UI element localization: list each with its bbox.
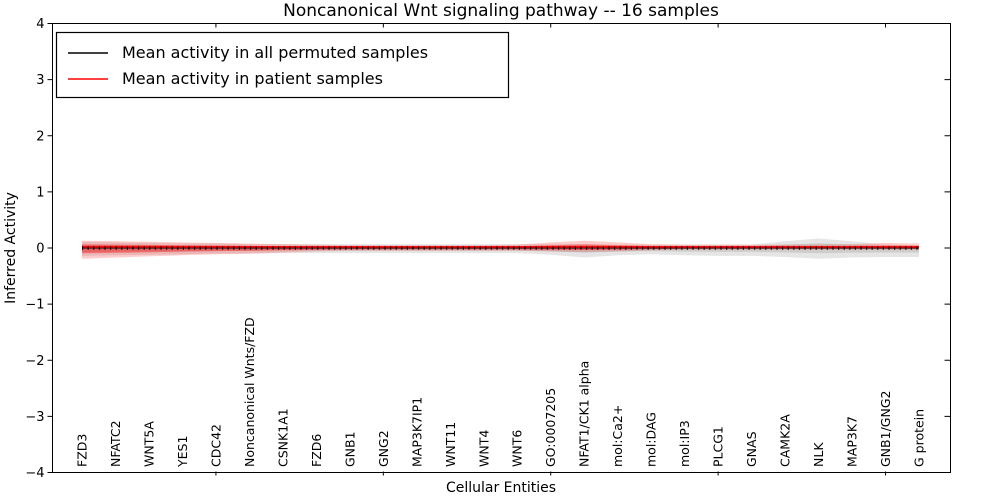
axis-tick-labels: 4 3 2 1 0 −1 −2 −3 −4 FZD3 NFATC2 WNT5A YES1 CDC42 Non… <box>25 17 926 481</box>
x-tick-label: NLK <box>811 442 826 467</box>
y-tick-label: −4 <box>25 466 44 481</box>
x-tick-label: WNT5A <box>141 421 156 467</box>
x-tick-label: NFAT1/CK1 alpha <box>577 361 592 467</box>
patient-band-outer <box>82 240 919 259</box>
legend: Mean activity in all permuted samples Me… <box>55 31 510 99</box>
y-tick-label: −3 <box>25 410 44 425</box>
x-tick-label: WNT4 <box>476 430 491 467</box>
x-tick-label: FZD3 <box>75 434 90 467</box>
x-tick-label: mol:Ca2+ <box>610 405 625 467</box>
x-tick-label: mol:DAG <box>644 412 659 467</box>
chart-title: Noncanonical Wnt signaling pathway -- 16… <box>283 1 719 21</box>
x-tick-label: GNB1/GNG2 <box>878 391 893 467</box>
x-tick-label: MAP3K7 <box>845 416 860 467</box>
x-tick-label: NFATC2 <box>108 420 123 467</box>
permuted-band-outer <box>82 238 919 259</box>
y-tick-label: 3 <box>36 73 44 88</box>
x-tick-label: PLCG1 <box>711 426 726 467</box>
legend-box <box>55 31 510 99</box>
x-tick-label: CAMK2A <box>778 414 793 467</box>
mean-lines <box>82 246 919 250</box>
x-tick-label: WNT6 <box>510 430 525 467</box>
x-tick-label: GO:0007205 <box>543 388 558 467</box>
y-tick-label: 0 <box>36 242 44 257</box>
y-tick-label: 2 <box>36 129 44 144</box>
x-tick-label: GNAS <box>744 431 759 467</box>
x-tick-label: Noncanonical Wnts/FZD <box>242 317 257 467</box>
legend-label-permuted: Mean activity in all permuted samples <box>122 43 428 62</box>
y-tick-label: 1 <box>36 185 44 200</box>
x-tick-label: mol:IP3 <box>677 420 692 467</box>
x-tick-label: CDC42 <box>208 424 223 467</box>
y-tick-label: −1 <box>25 298 44 313</box>
x-tick-label: GNB1 <box>342 431 357 467</box>
legend-label-patient: Mean activity in patient samples <box>122 69 383 88</box>
x-tick-label: MAP3K7IP1 <box>409 397 424 467</box>
y-tick-label: −2 <box>25 354 44 369</box>
y-axis-label: Inferred Activity <box>3 192 19 304</box>
y-tick-label: 4 <box>36 17 44 32</box>
x-tick-label: WNT11 <box>443 422 458 467</box>
x-tick-label: FZD6 <box>309 434 324 467</box>
x-tick-label: GNG2 <box>376 430 391 467</box>
x-tick-label: YES1 <box>175 436 190 468</box>
x-tick-label: G protein <box>912 409 927 467</box>
x-axis-label: Cellular Entities <box>446 480 556 496</box>
x-tick-label: CSNK1A1 <box>275 408 290 467</box>
axis-ticks <box>47 23 951 476</box>
